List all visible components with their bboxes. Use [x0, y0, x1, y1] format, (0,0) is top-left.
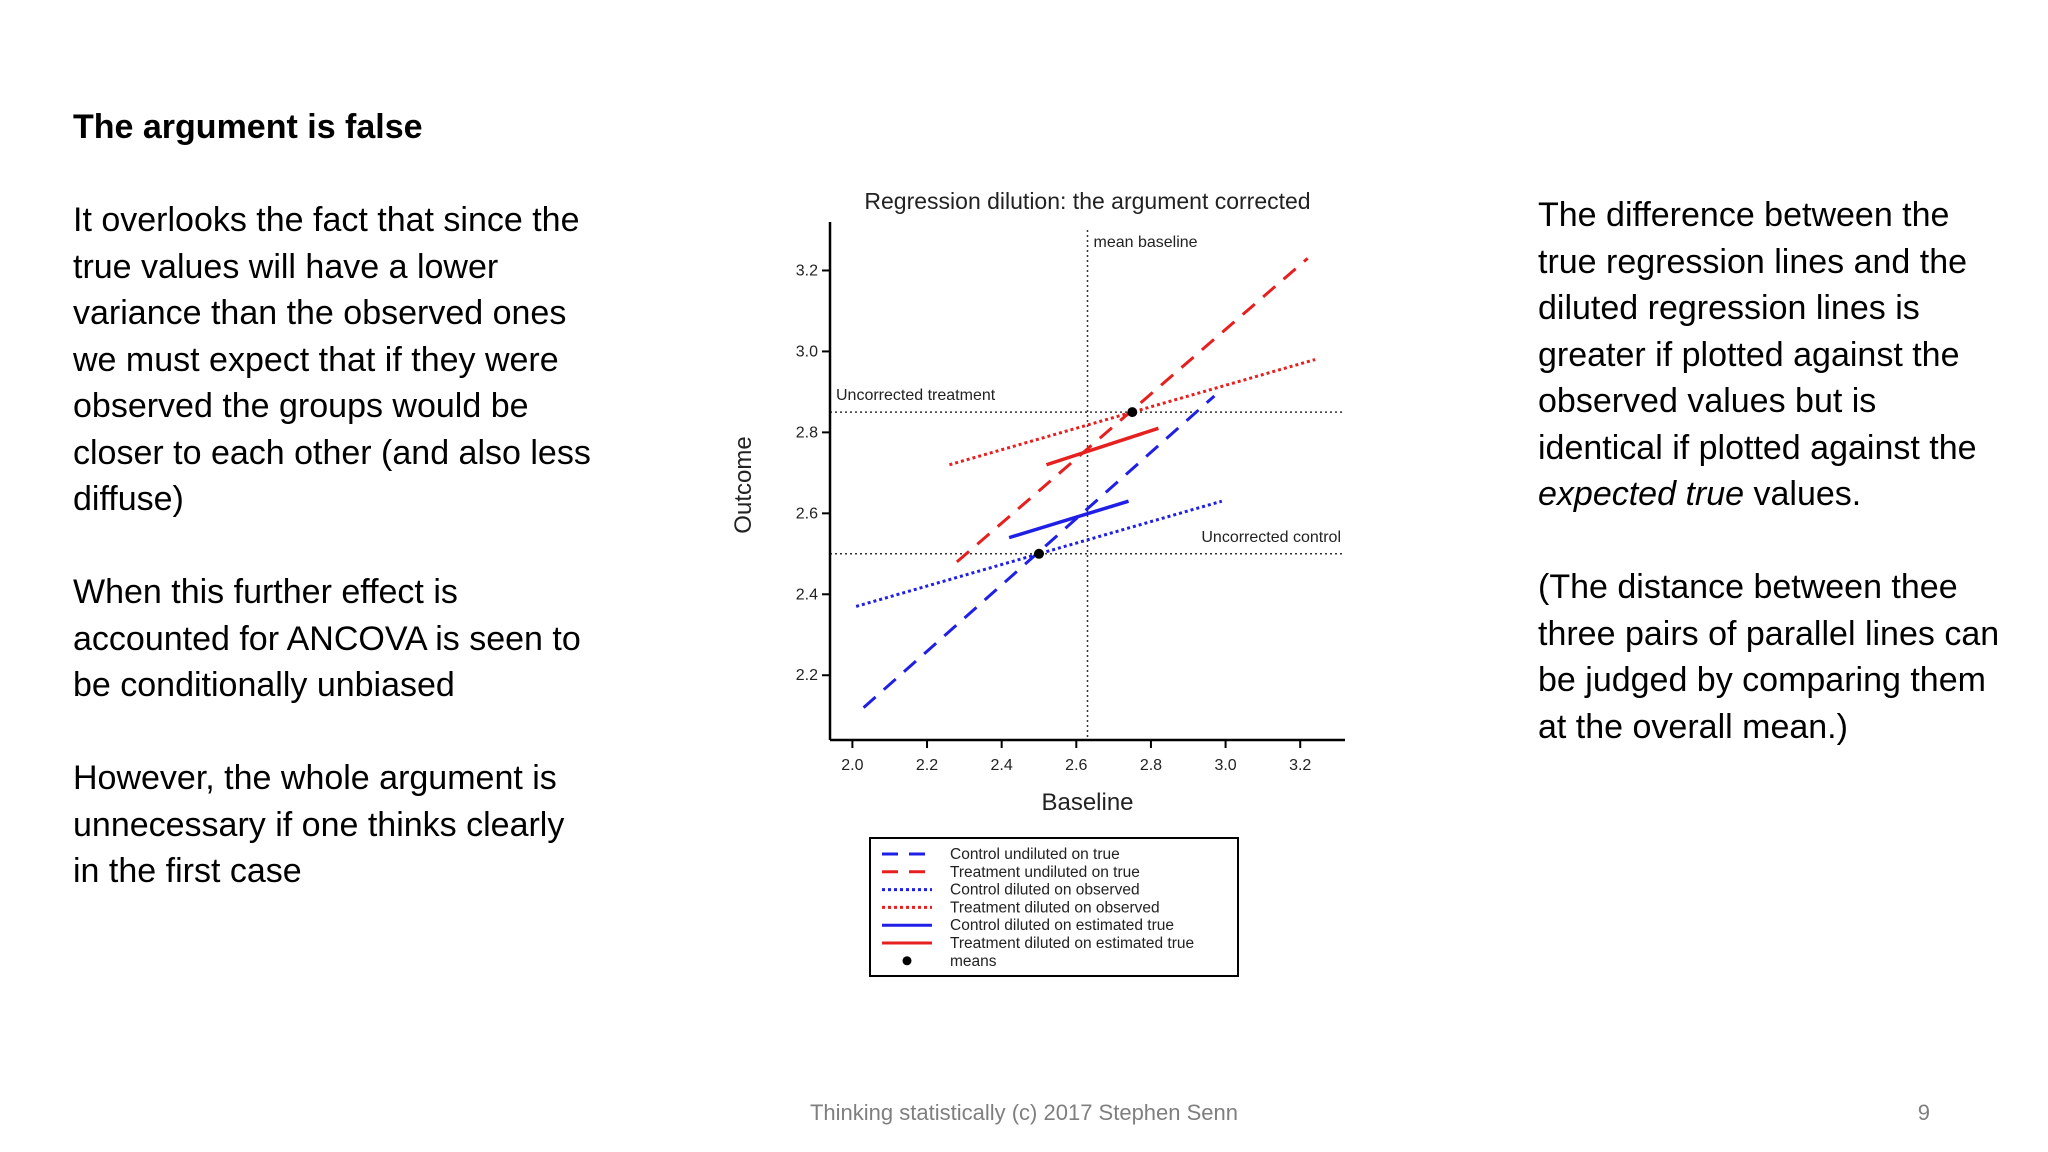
reference-label-mean-baseline: mean baseline [1094, 234, 1198, 251]
x-tick-label: 2.2 [916, 757, 938, 774]
y-tick-label: 2.2 [796, 667, 818, 684]
series-line-5 [1045, 426, 1159, 467]
legend-label: Control diluted on estimated true [950, 917, 1174, 934]
x-axis-label: Baseline [1041, 789, 1133, 816]
x-tick-label: 2.6 [1065, 757, 1087, 774]
chart-title: Regression dilution: the argument correc… [864, 188, 1310, 214]
left-paragraph-1: It overlooks the fact that since the tru… [73, 201, 591, 518]
x-tick-label: 3.0 [1214, 757, 1236, 774]
legend-label: means [950, 953, 997, 970]
right-paragraph-1: The difference between the true regressi… [1538, 192, 2008, 518]
page-number: 9 [1917, 1100, 1930, 1125]
reference-label-uncorrected-treatment: Uncorrected treatment [836, 387, 996, 404]
x-tick-label: 2.8 [1140, 757, 1162, 774]
legend-swatch-means [902, 956, 912, 966]
y-tick-label: 2.4 [796, 586, 818, 603]
right-text-block: The difference between the true regressi… [1538, 192, 2008, 797]
legend-label: Treatment undiluted on true [950, 864, 1140, 881]
mean-point-0 [1033, 548, 1044, 559]
legend-label: Treatment diluted on estimated true [950, 935, 1194, 952]
left-text-block: The argument is false It overlooks the f… [73, 104, 593, 941]
legend-label: Control undiluted on true [950, 846, 1120, 863]
mean-point-1 [1127, 407, 1138, 418]
x-tick-label: 2.0 [841, 757, 863, 774]
y-axis-label: Outcome [730, 436, 757, 533]
right-paragraph-1-end: values. [1744, 475, 1862, 513]
reference-label-uncorrected-control: Uncorrected control [1201, 529, 1341, 546]
left-paragraph-3: However, the whole argument is unnecessa… [73, 759, 565, 890]
y-tick-label: 2.8 [796, 424, 818, 441]
y-tick-label: 2.6 [796, 505, 818, 522]
regression-chart: Regression dilution: the argument correc… [730, 188, 1345, 977]
x-tick-label: 2.4 [991, 757, 1013, 774]
slide-footer: Thinking statistically (c) 2017 Stephen … [809, 1100, 1238, 1125]
right-paragraph-2: (The distance between thee three pairs o… [1538, 568, 2000, 746]
left-paragraph-2: When this further effect is accounted fo… [73, 573, 581, 704]
series-line-0 [862, 394, 1216, 709]
legend-box [869, 837, 1239, 977]
legend-label: Control diluted on observed [950, 882, 1140, 899]
x-tick-label: 3.2 [1289, 757, 1311, 774]
series-line-4 [1008, 499, 1130, 540]
slide-heading: The argument is false [73, 108, 423, 146]
right-paragraph-1-start: The difference between the true regressi… [1538, 196, 1977, 467]
right-paragraph-1-emphasis: expected true [1538, 475, 1745, 513]
y-tick-label: 3.0 [796, 343, 818, 360]
legend-label: Treatment diluted on observed [950, 899, 1160, 916]
y-tick-label: 3.2 [796, 262, 818, 279]
